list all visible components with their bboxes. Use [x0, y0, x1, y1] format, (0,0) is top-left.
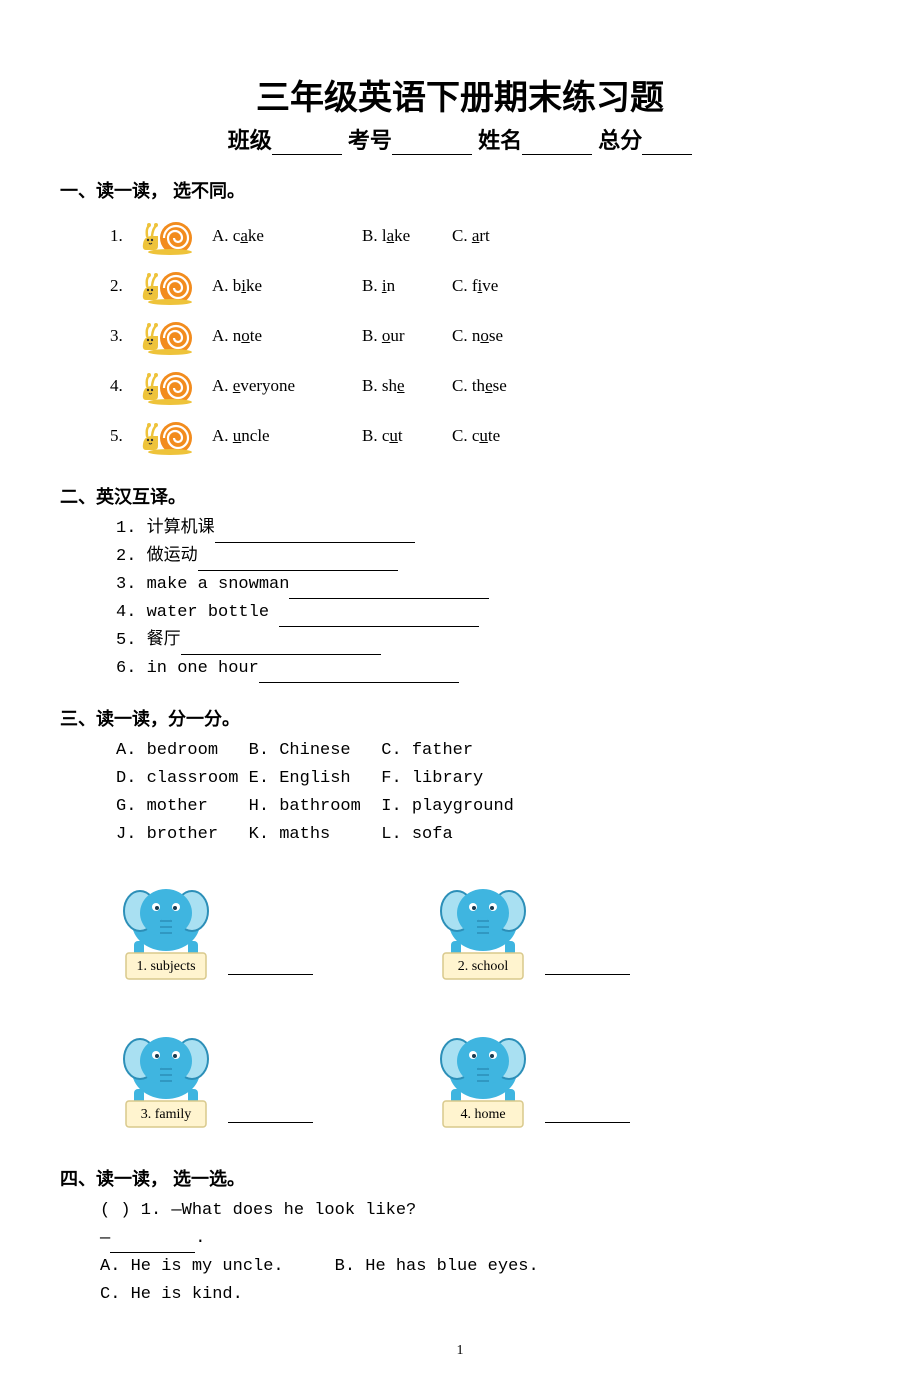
- answer-blank[interactable]: [228, 1122, 313, 1123]
- elephant-icon: 4. home: [433, 1011, 533, 1131]
- class-blank[interactable]: [272, 131, 342, 155]
- page-title: 三年级英语下册期末练习题: [60, 70, 860, 119]
- q1-option-b[interactable]: B. she: [362, 376, 452, 396]
- q1-option-c[interactable]: C. art: [452, 226, 542, 246]
- translation-blank[interactable]: [198, 552, 398, 571]
- elephant-row-2: 3. family 4. home: [60, 1011, 860, 1131]
- q1-row: 2. A. bike B. in C. five: [60, 261, 860, 311]
- svg-text:2. school: 2. school: [458, 959, 509, 974]
- q1-option-c[interactable]: C. cute: [452, 426, 542, 446]
- snail-icon: [140, 266, 212, 306]
- elephant-cell-3: 3. family: [116, 1011, 313, 1131]
- wordbank-row: D. classroom E. English F. library: [116, 765, 860, 793]
- section3-heading: 三、读一读，分一分。: [60, 705, 860, 731]
- snail-icon: [140, 416, 212, 456]
- q1-number: 4.: [110, 376, 140, 396]
- section4-heading: 四、读一读， 选一选。: [60, 1165, 860, 1191]
- q1-option-c[interactable]: C. nose: [452, 326, 542, 346]
- q1-row: 5. A. uncle B. cut C. cute: [60, 411, 860, 461]
- q1-option-b[interactable]: B. in: [362, 276, 452, 296]
- name-blank[interactable]: [522, 131, 592, 155]
- q1-number: 2.: [110, 276, 140, 296]
- q1-number: 3.: [110, 326, 140, 346]
- q1-number: 5.: [110, 426, 140, 446]
- translation-blank[interactable]: [259, 664, 459, 683]
- section2-heading: 二、英汉互译。: [60, 483, 860, 509]
- elephant-icon: 2. school: [433, 863, 533, 983]
- q4-answer-blank[interactable]: [110, 1234, 195, 1253]
- svg-text:4. home: 4. home: [460, 1107, 505, 1122]
- translation-blank[interactable]: [279, 608, 479, 627]
- elephant-icon: 3. family: [116, 1011, 216, 1131]
- section1-heading: 一、读一读， 选不同。: [60, 177, 860, 203]
- q1-row: 1. A. cake B. lake C. art: [60, 211, 860, 261]
- exam-no-blank[interactable]: [392, 131, 472, 155]
- translation-item: 5. 餐厅: [116, 627, 860, 655]
- total-blank[interactable]: [642, 131, 692, 155]
- q4-opts2: C. He is kind.: [100, 1281, 860, 1309]
- answer-blank[interactable]: [228, 974, 313, 975]
- snail-icon: [140, 316, 212, 356]
- q1-option-b[interactable]: B. cut: [362, 426, 452, 446]
- elephant-cell-2: 2. school: [433, 863, 630, 983]
- snail-icon: [140, 216, 212, 256]
- translation-item: 3. make a snowman: [116, 571, 860, 599]
- answer-blank[interactable]: [545, 974, 630, 975]
- elephant-cell-4: 4. home: [433, 1011, 630, 1131]
- translation-blank[interactable]: [289, 580, 489, 599]
- q1-option-a[interactable]: A. cake: [212, 226, 362, 246]
- wordbank-row: J. brother K. maths L. sofa: [116, 821, 860, 849]
- translation-item: 2. 做运动: [116, 543, 860, 571]
- name-label: 姓名: [478, 128, 522, 153]
- elephant-icon: 1. subjects: [116, 863, 216, 983]
- translation-item: 1. 计算机课: [116, 515, 860, 543]
- q1-option-b[interactable]: B. lake: [362, 226, 452, 246]
- section1-list: 1. A. cake B. lake C. art 2. A. bike B. …: [60, 211, 860, 461]
- svg-text:3. family: 3. family: [141, 1107, 192, 1122]
- q1-number: 1.: [110, 226, 140, 246]
- elephant-row-1: 1. subjects 2. school: [60, 863, 860, 983]
- q4-opts1: A. He is my uncle. B. He has blue eyes.: [100, 1253, 860, 1281]
- wordbank-row: G. mother H. bathroom I. playground: [116, 793, 860, 821]
- section4-body: ( ) 1. —What does he look like? —. A. He…: [60, 1197, 860, 1309]
- answer-blank[interactable]: [545, 1122, 630, 1123]
- q1-row: 3. A. note B. our C. nose: [60, 311, 860, 361]
- q4-line2: —.: [100, 1225, 860, 1253]
- svg-text:1. subjects: 1. subjects: [136, 959, 195, 974]
- snail-icon: [140, 366, 212, 406]
- q1-option-a[interactable]: A. everyone: [212, 376, 362, 396]
- total-label: 总分: [598, 128, 642, 153]
- translation-blank[interactable]: [215, 524, 415, 543]
- translation-blank[interactable]: [181, 636, 381, 655]
- elephant-cell-1: 1. subjects: [116, 863, 313, 983]
- q1-option-c[interactable]: C. five: [452, 276, 542, 296]
- translation-item: 4. water bottle: [116, 599, 860, 627]
- q1-option-a[interactable]: A. note: [212, 326, 362, 346]
- section2-list: 1. 计算机课2. 做运动3. make a snowman4. water b…: [60, 515, 860, 683]
- q4-line2-prefix: —: [100, 1229, 110, 1248]
- q4-line1: ( ) 1. —What does he look like?: [100, 1197, 860, 1225]
- exam-no-label: 考号: [348, 128, 392, 153]
- wordbank-row: A. bedroom B. Chinese C. father: [116, 737, 860, 765]
- info-line: 班级 考号 姓名 总分: [60, 123, 860, 155]
- page-number: 1: [60, 1343, 860, 1359]
- q1-option-b[interactable]: B. our: [362, 326, 452, 346]
- q1-option-c[interactable]: C. these: [452, 376, 542, 396]
- q1-option-a[interactable]: A. uncle: [212, 426, 362, 446]
- q1-row: 4. A. everyone B. she C. these: [60, 361, 860, 411]
- section3-wordbank: A. bedroom B. Chinese C. fatherD. classr…: [60, 737, 860, 849]
- class-label: 班级: [228, 128, 272, 153]
- translation-item: 6. in one hour: [116, 655, 860, 683]
- q1-option-a[interactable]: A. bike: [212, 276, 362, 296]
